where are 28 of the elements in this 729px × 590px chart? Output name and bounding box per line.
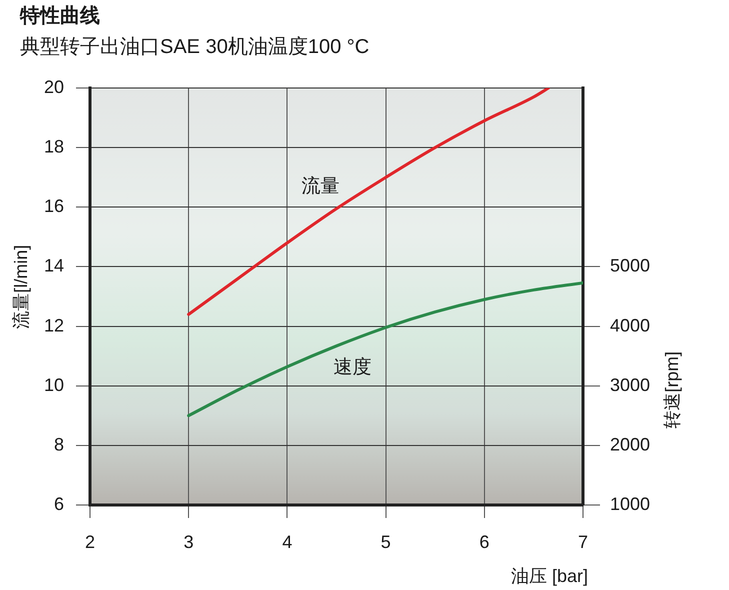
y2-tick-label: 5000: [610, 256, 650, 276]
x-tick-label: 6: [479, 532, 490, 552]
y2-tick-label: 4000: [610, 315, 650, 336]
series-label: 速度: [334, 356, 372, 378]
y-tick-label: 16: [44, 196, 64, 216]
chart-title: 特性曲线: [20, 4, 100, 28]
x-tick-label: 3: [184, 532, 194, 552]
y2-tick-label: 2000: [610, 434, 650, 454]
line-series: [187, 88, 550, 316]
series-label: 流量: [302, 174, 340, 197]
chart-subtitle: 典型转子出油口SAE 30机油温度100 °C: [20, 35, 370, 60]
y-tick-label: 14: [44, 256, 64, 276]
y-tick-label: 8: [54, 434, 64, 454]
x-tick-label: 7: [578, 532, 588, 552]
y-tick-label: 6: [54, 494, 64, 514]
x-axis-title: 油压 [bar]: [510, 566, 588, 586]
x-tick-label: 4: [282, 532, 292, 552]
y-tick-label: 20: [44, 76, 64, 97]
x-tick-label: 5: [380, 532, 391, 552]
y2-tick-label: 1000: [610, 494, 650, 514]
y-tick-label: 10: [44, 374, 64, 395]
y-axis-title: 流量[l/min]: [10, 244, 31, 329]
y2-axis-title: 转速[rpm]: [662, 351, 682, 428]
y-tick-label: 12: [44, 315, 64, 336]
x-tick-label: 2: [84, 532, 96, 552]
y-tick-label: 18: [44, 136, 64, 157]
y2-tick-label: 3000: [610, 374, 650, 395]
line-series: [187, 281, 583, 418]
